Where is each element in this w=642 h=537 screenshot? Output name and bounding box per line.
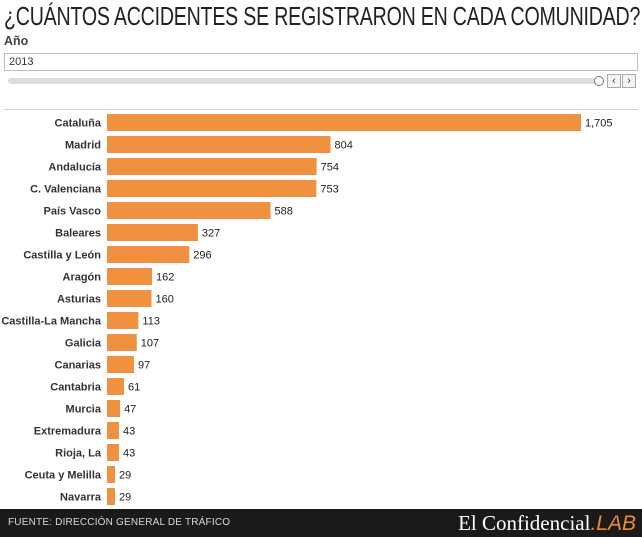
category-label: Aragón — [63, 272, 102, 284]
category-label: País Vasco — [44, 206, 102, 218]
bar[interactable] — [107, 202, 271, 219]
chart-title: ¿CUÁNTOS ACCIDENTES SE REGISTRARON EN CA… — [4, 1, 641, 31]
bar[interactable] — [107, 378, 124, 395]
category-label: Murcia — [66, 404, 102, 416]
category-label: Baleares — [55, 228, 101, 240]
value-label: 162 — [156, 272, 174, 284]
value-label: 1,705 — [585, 118, 613, 130]
separator-line — [4, 109, 638, 110]
bar[interactable] — [107, 224, 198, 241]
value-label: 160 — [155, 294, 173, 306]
year-select[interactable]: 2013 — [4, 53, 638, 71]
year-filter-label: Año — [4, 34, 29, 48]
value-label: 296 — [193, 250, 211, 262]
bar-chart: Cataluña 1,705 Madrid 804 Andalucía 754 C. Val… — [1, 114, 613, 505]
value-label: 97 — [138, 360, 150, 372]
bar[interactable] — [107, 158, 317, 175]
category-label: Andalucía — [48, 162, 101, 174]
value-label: 327 — [202, 228, 220, 240]
bar[interactable] — [107, 268, 153, 285]
value-label: 29 — [119, 470, 131, 482]
category-label: Asturias — [57, 294, 101, 306]
bar[interactable] — [107, 422, 119, 439]
brand-name: El Confidencial — [458, 511, 591, 535]
bar[interactable] — [107, 400, 121, 417]
source-text: FUENTE: DIRECCIÓN GENERAL DE TRÁFICO — [8, 517, 231, 528]
category-label: Canarias — [55, 360, 101, 372]
category-label: Cataluña — [55, 118, 102, 130]
bar[interactable] — [107, 444, 119, 461]
bar[interactable] — [107, 136, 331, 153]
category-label: Navarra — [60, 492, 102, 504]
value-label: 29 — [119, 492, 131, 504]
category-label: Castilla-La Mancha — [1, 316, 102, 328]
brand-suffix: LAB — [596, 512, 636, 535]
value-label: 43 — [123, 448, 135, 460]
year-slider-handle[interactable] — [594, 76, 604, 86]
bar[interactable] — [107, 180, 317, 197]
brand-logo: El Confidencial.LAB — [458, 511, 636, 536]
category-label: Madrid — [65, 140, 101, 152]
value-label: 61 — [128, 382, 140, 394]
category-label: C. Valenciana — [30, 184, 102, 196]
bar[interactable] — [107, 334, 137, 351]
year-slider-track[interactable] — [8, 78, 602, 84]
bar[interactable] — [107, 466, 116, 483]
value-label: 754 — [321, 162, 339, 174]
next-year-button[interactable]: › — [622, 74, 636, 88]
footer-bar: FUENTE: DIRECCIÓN GENERAL DE TRÁFICO El … — [0, 509, 642, 537]
value-label: 753 — [320, 184, 338, 196]
previous-year-button[interactable]: ‹ — [607, 74, 621, 88]
value-label: 588 — [274, 206, 292, 218]
category-label: Castilla y León — [23, 250, 101, 262]
value-label: 113 — [142, 316, 160, 328]
value-label: 107 — [141, 338, 159, 350]
bar[interactable] — [107, 246, 190, 263]
value-label: 804 — [335, 140, 353, 152]
category-label: Rioja, La — [55, 448, 102, 460]
category-label: Galicia — [65, 338, 102, 350]
value-label: 43 — [123, 426, 135, 438]
bar[interactable] — [107, 114, 581, 131]
category-label: Cantabria — [50, 382, 102, 394]
category-label: Ceuta y Melilla — [25, 470, 102, 482]
category-label: Extremadura — [34, 426, 102, 438]
bar[interactable] — [107, 312, 139, 329]
value-label: 47 — [124, 404, 136, 416]
bar[interactable] — [107, 356, 134, 373]
bar[interactable] — [107, 290, 152, 307]
brand-dot: . — [590, 512, 597, 535]
bar[interactable] — [107, 488, 116, 505]
